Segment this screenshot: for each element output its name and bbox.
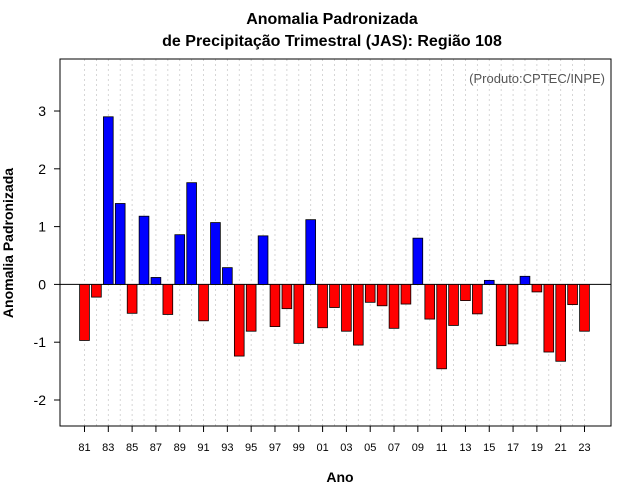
chart-title: Anomalia Padronizada [246,11,418,28]
x-tick-label-91: 91 [197,442,209,454]
bar-12 [448,284,459,326]
x-tick-label-17: 17 [507,442,519,454]
y-axis: -2 -1 0 1 2 3 [34,103,60,408]
bar-96 [257,235,269,285]
bar-81 [79,284,90,341]
y-tick-label-0: 0 [38,276,46,292]
y-tick-label-3: 3 [38,103,46,119]
bar-82 [91,284,102,298]
bar-11 [436,284,447,370]
bar-86 [138,215,150,285]
bar-02 [329,284,340,308]
plot-frame [59,58,612,427]
bar-89 [174,234,186,285]
bar-10 [424,284,436,320]
bar-85 [126,284,138,314]
bar-84 [114,203,126,285]
bar-20 [543,284,555,353]
bar-93 [222,267,233,285]
bars [79,116,590,370]
x-tick-label-11: 11 [436,442,447,454]
bar-06 [376,284,388,307]
bar-08 [400,284,412,305]
bar-99 [293,284,305,344]
x-tick-label-15: 15 [483,442,495,454]
x-tick-label-19: 19 [531,442,543,454]
x-tick-label-03: 03 [340,442,352,454]
x-tick-label-21: 21 [555,442,567,454]
bar-92 [210,222,221,285]
bar-05 [364,284,376,303]
y-tick-label--2: -2 [34,392,47,408]
chart-subtitle: de Precipitação Trimestral (JAS): Região… [162,33,502,50]
bar-07 [388,284,400,329]
x-tick-label-95: 95 [245,442,257,454]
bar-16 [495,284,507,347]
y-tick-label-2: 2 [38,161,46,177]
x-tick-label-97: 97 [269,442,281,454]
x-tick-label-85: 85 [126,442,138,454]
x-tick-label-83: 83 [102,442,114,454]
bar-04 [353,284,364,346]
bar-17 [507,284,519,345]
bar-88 [162,284,174,315]
bar-21 [555,284,566,362]
bar-23 [579,284,590,332]
bar-15 [483,279,495,285]
y-axis-label: Anomalia Padronizada [0,168,16,318]
x-tick-label-81: 81 [78,442,90,454]
bar-97 [269,284,281,327]
bar-19 [531,284,543,293]
x-tick-label-13: 13 [459,442,471,454]
bar-95 [245,284,257,332]
bar-09 [412,237,424,285]
x-tick-label-05: 05 [364,442,376,454]
x-tick-label-09: 09 [412,442,424,454]
bar-87 [150,277,162,285]
bar-03 [341,284,352,332]
source-annotation: (Produto:CPTEC/INPE) [469,71,605,86]
grid-lines [84,59,585,426]
bar-83 [103,116,114,285]
y-tick-label--1: -1 [34,334,47,350]
x-tick-label-07: 07 [388,442,400,454]
x-tick-label-99: 99 [293,442,305,454]
bar-98 [281,284,293,310]
x-tick-label-01: 01 [316,442,328,454]
x-tick-label-93: 93 [221,442,233,454]
y-tick-label-1: 1 [38,219,46,235]
x-tick-label-89: 89 [174,442,186,454]
bar-94 [233,284,245,357]
bar-22 [567,284,578,306]
bar-14 [472,284,483,315]
x-axis-label: Ano [326,469,353,485]
bar-91 [198,284,209,322]
bar-90 [186,182,197,285]
bar-13 [460,284,471,301]
bar-01 [317,284,328,329]
x-tick-label-87: 87 [150,442,162,454]
x-axis: 81 83 85 87 89 91 93 95 97 99 01 03 05 07 09 11 13 15 17 19… [78,426,591,454]
bar-18 [519,275,531,285]
bar-00 [305,219,316,285]
x-tick-label-23: 23 [578,442,590,454]
